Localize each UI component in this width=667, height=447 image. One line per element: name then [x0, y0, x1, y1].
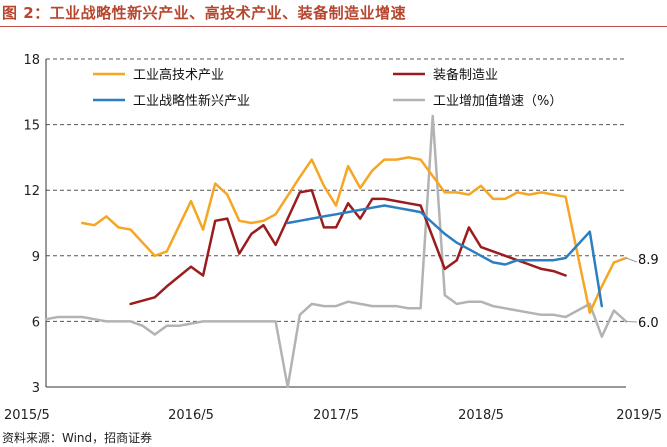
series-layer: [44, 114, 628, 389]
chart-title: 图 2：工业战略性新兴产业、高技术产业、装备制造业增速: [2, 4, 407, 22]
axis-layer: 3 6 9 12 15 18 2015/5 2016/5 2017/5 2018/5 2019/5: [4, 53, 662, 423]
y-tick-label-3: 3: [32, 381, 40, 396]
source-note: 资料来源：Wind，招商证券: [2, 431, 153, 445]
legend-label-3: 工业增加值增速（%）: [433, 93, 562, 109]
y-tick-label-6: 6: [32, 315, 40, 330]
x-tick-label-4: 2019/5: [616, 408, 662, 423]
end-label-connector-0: [625, 257, 638, 263]
x-tick-label-2: 2017/5: [313, 408, 359, 423]
y-tick-label-12: 12: [23, 184, 40, 199]
end-label-connector-1: [625, 320, 638, 323]
legend-label-1: 装备制造业: [433, 67, 498, 83]
x-tick-label-3: 2018/5: [458, 408, 504, 423]
grid-layer: [46, 58, 626, 322]
series-line-0: [81, 156, 628, 314]
y-tick-label-18: 18: [23, 53, 40, 68]
legend-label-2: 工业战略性新兴产业: [133, 93, 250, 109]
series-line-3: [44, 114, 628, 389]
x-tick-label-0: 2015/5: [4, 408, 50, 423]
legend-label-0: 工业高技术产业: [133, 67, 224, 83]
series-line-1: [129, 188, 567, 306]
end-label-0: 8.9: [638, 253, 659, 268]
title-divider: [0, 26, 667, 27]
end-labels: 8.9 6.0: [625, 253, 659, 331]
end-label-1: 6.0: [638, 316, 659, 331]
x-tick-label-1: 2016/5: [168, 408, 214, 423]
series-line-2: [286, 204, 604, 308]
y-tick-label-9: 9: [32, 250, 40, 265]
y-tick-label-15: 15: [23, 119, 40, 134]
